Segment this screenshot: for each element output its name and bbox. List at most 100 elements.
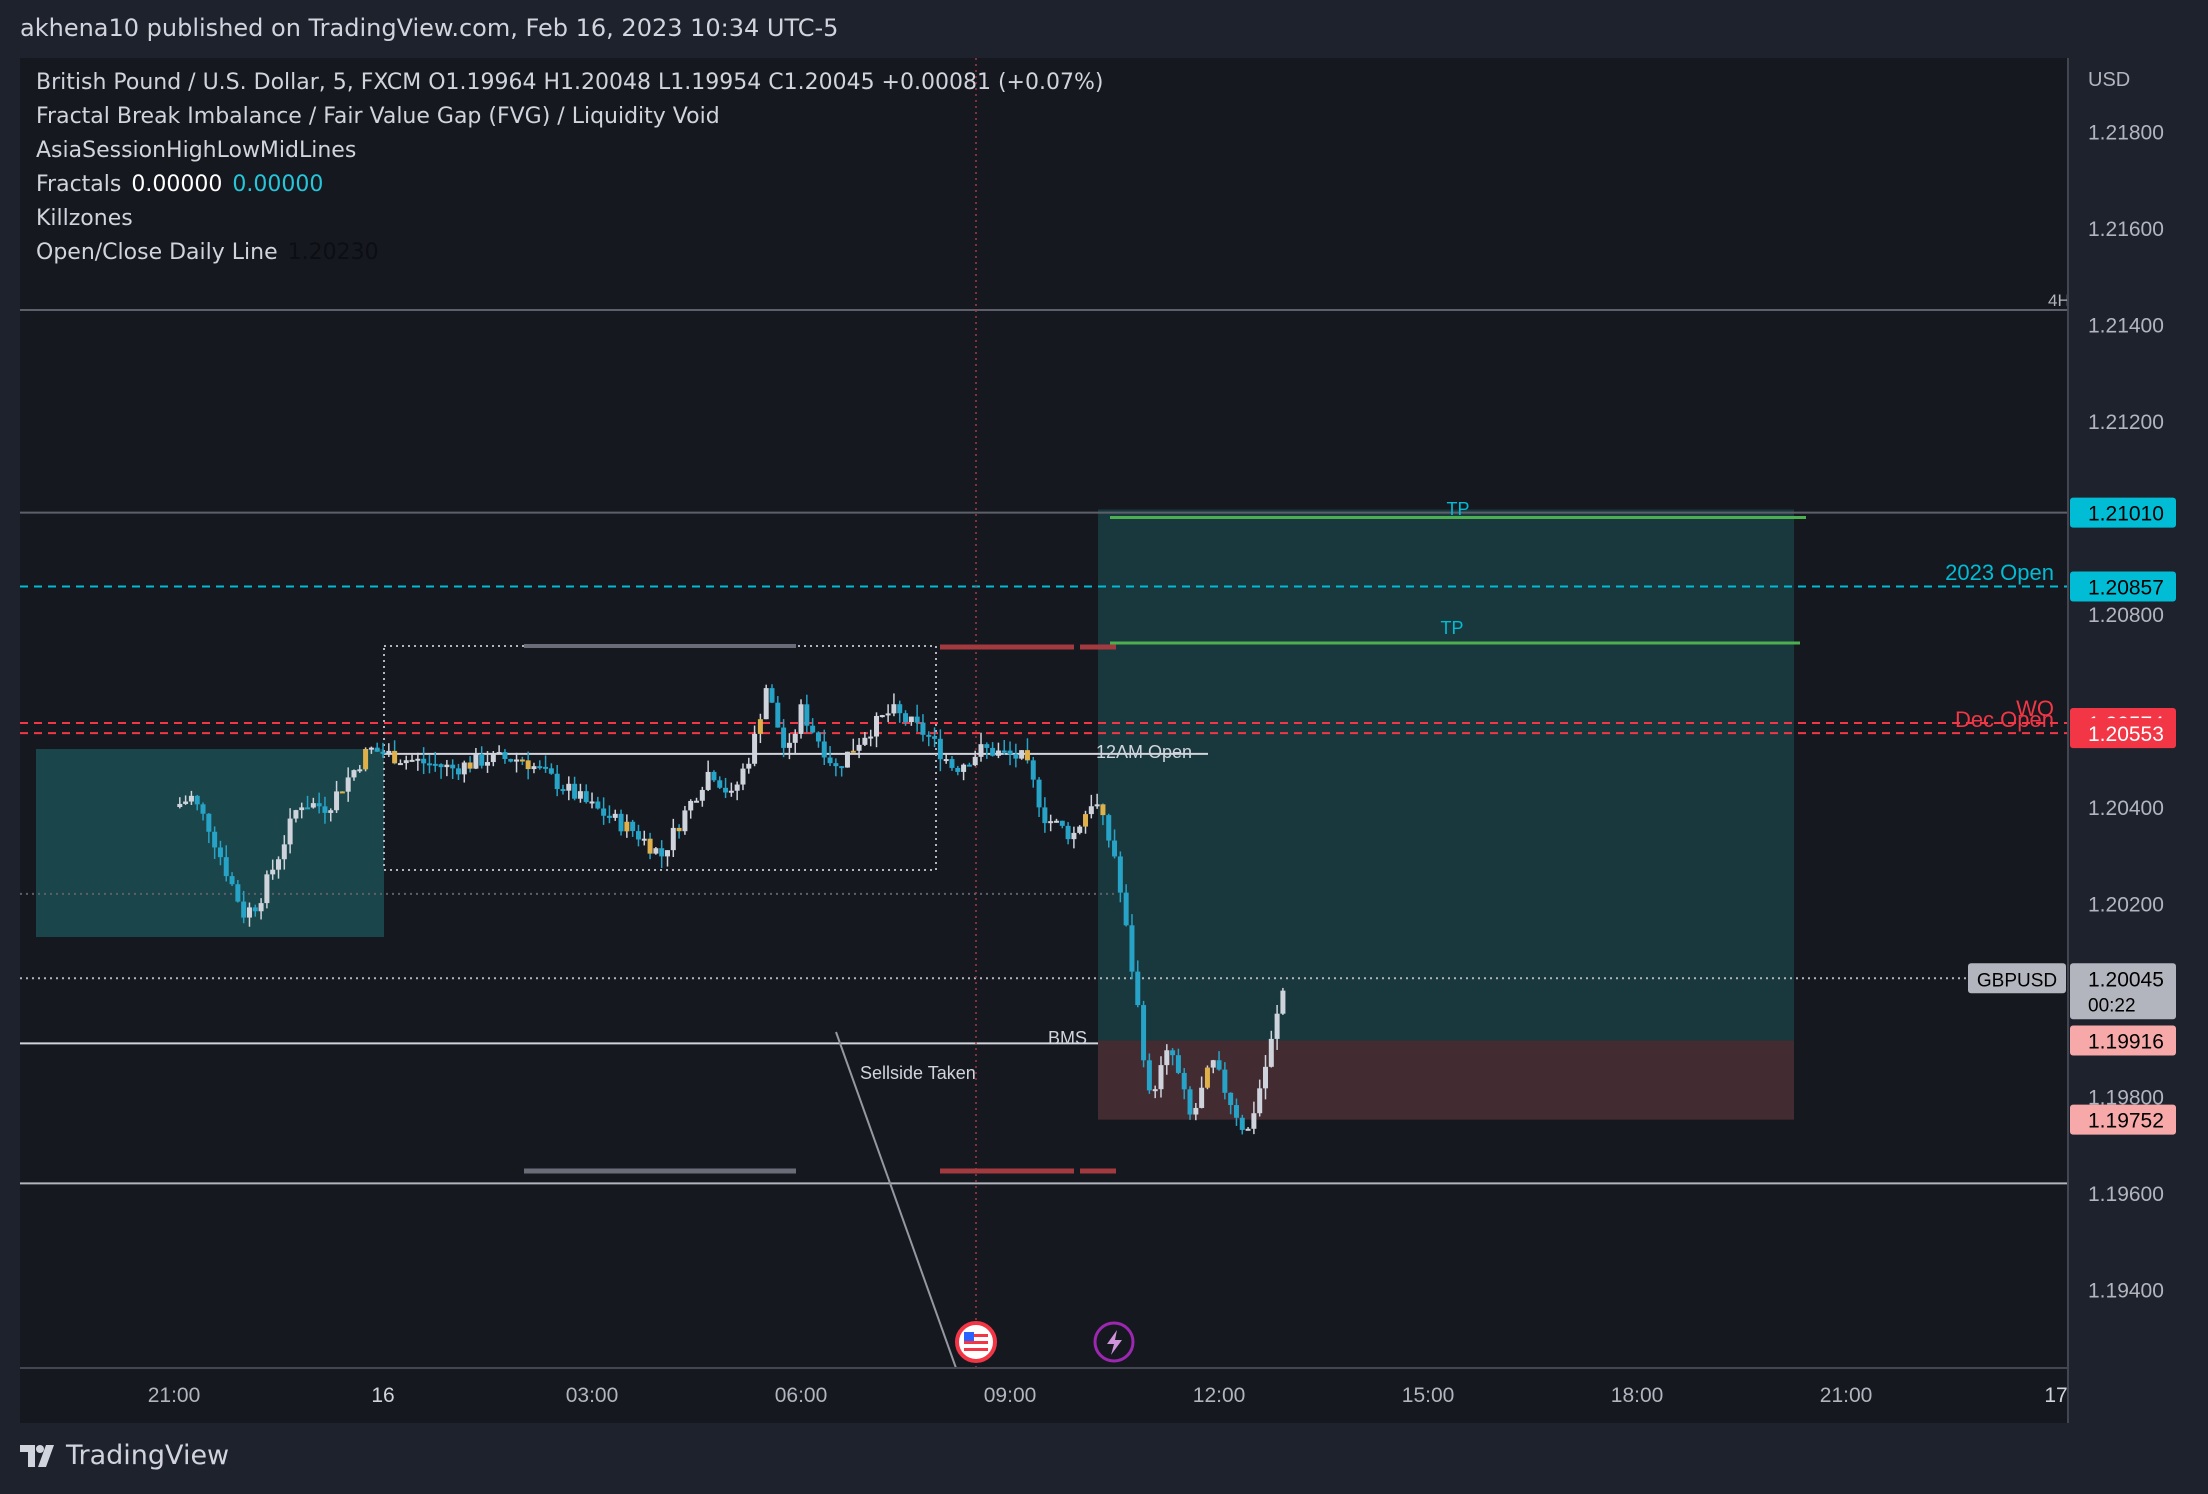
long-position-target-zone[interactable] [1098,509,1794,1041]
candle-body [1001,750,1007,753]
candle-body [1100,804,1106,816]
tp-label-1: TP [1446,499,1469,519]
currency-label: USD [2088,69,2130,91]
candle-body [548,768,554,774]
candle-body [351,770,357,778]
candle-body [450,764,456,769]
sellside-trend-line[interactable] [835,1031,957,1369]
candle-body [752,733,758,764]
candle-body [1228,1092,1234,1106]
candle-body [589,801,595,804]
candle-body [1013,754,1019,759]
price-badge[interactable]: 1.20553 [2070,718,2176,749]
open-2023-label: 2023 Open [1945,560,2054,585]
candle-body [310,803,316,808]
legend-open-close-daily[interactable]: Open/Close Daily Line 1.20230 [36,240,379,265]
candle-body [276,859,282,870]
lightning-event-icon[interactable] [1093,1321,1135,1363]
candle-body [368,747,374,750]
candle-body [1233,1105,1239,1118]
candle-body [577,791,583,799]
brand-name: TradingView [66,1440,230,1471]
candle-body [473,754,479,769]
candle-body [1024,750,1030,761]
candle-body [409,759,415,762]
candle-body [932,736,938,739]
legend-fractals[interactable]: Fractals 0.00000 0.00000 [36,172,323,197]
price-badge-label: 1.20857 [2088,576,2164,599]
candle-body [1181,1072,1187,1090]
candle-body [490,753,496,763]
price-badge[interactable]: 1.21010 [2070,497,2176,528]
time-tick-label: 16 [371,1384,394,1407]
legend-symbol[interactable]: British Pound / U.S. Dollar, 5, FXCM O1.… [36,70,1104,95]
sellside-taken-label: Sellside Taken [860,1063,976,1083]
candle-body [717,780,723,788]
candle-body [641,838,647,841]
candle-body [874,715,880,737]
candle-body [1239,1117,1245,1130]
candle-body [1193,1107,1199,1115]
price-tick-label: 1.19600 [2088,1183,2164,1206]
candle-body [595,801,601,809]
candle-body [879,715,885,718]
us-flag-event-icon[interactable] [955,1321,997,1363]
long-position-stop-zone[interactable] [1098,1040,1794,1120]
ocd-value: 1.20230 [287,240,379,265]
candle-body [676,827,682,832]
legend-asia-session[interactable]: AsiaSessionHighLowMidLines [36,138,357,163]
price-tick-label: 1.20400 [2088,797,2164,820]
time-tick-label: 09:00 [984,1384,1037,1407]
candle-body [914,716,920,723]
price-axis[interactable]: 1.21800 1.21600 1.21400 1.21200 1.20800 1.204… [2088,122,2164,1303]
price-badge[interactable]: 1.20857 [2070,571,2176,602]
price-tick-label: 1.21600 [2088,218,2164,241]
candle-body [1007,750,1013,755]
candle-body [246,907,252,918]
candle-body [647,838,653,854]
publish-info: akhena10 published on TradingView.com, F… [20,14,839,42]
candle-body [1065,825,1071,840]
last-price-badge[interactable]: GBPUSD 1.20045 00:22 [1968,963,2176,1020]
candle-body [560,789,566,792]
candle-body [694,800,700,803]
candle-body [798,704,804,734]
candle-body [1216,1060,1222,1070]
candle-body [1204,1067,1210,1088]
candle-body [664,850,670,857]
candle-body [844,751,850,768]
time-tick-label: 15:00 [1402,1384,1455,1407]
candle-body [479,754,485,766]
price-badge[interactable]: 1.19916 [2070,1025,2176,1056]
candle-body [723,787,729,793]
candle-body [305,807,311,810]
candle-body [1146,1060,1152,1091]
candle-body [188,795,194,802]
fractals-value-2: 0.00000 [232,172,324,197]
fractals-value-1: 0.00000 [131,172,223,197]
candle-body [792,733,798,743]
tradingview-logo[interactable]: TradingView [20,1440,229,1471]
candle-body [682,810,688,832]
candle-body [316,803,322,807]
candle-body [1083,814,1089,827]
price-badge-bg [2070,497,2176,528]
candle-body [1059,820,1065,826]
time-axis[interactable]: 21:00 16 03:00 06:00 09:00 12:00 15:00 18:00 21:… [148,1384,2068,1407]
candle-body [1262,1066,1268,1089]
asia-session-box[interactable] [36,749,384,937]
price-badge-label: 1.19752 [2088,1110,2164,1133]
time-tick-label: 12:00 [1193,1384,1246,1407]
candle-body [839,766,845,769]
price-badge[interactable]: 1.19752 [2070,1104,2176,1135]
legend-fvg[interactable]: Fractal Break Imbalance / Fair Value Gap… [36,104,720,129]
candle-body [554,773,560,790]
candle-body [850,750,856,753]
tradingview-icon [20,1444,54,1467]
price-badge-bg [2070,718,2176,749]
candle-body [740,768,746,785]
candle-body [328,810,334,813]
candle-body [543,766,549,769]
legend-killzones[interactable]: Killzones [36,206,133,231]
